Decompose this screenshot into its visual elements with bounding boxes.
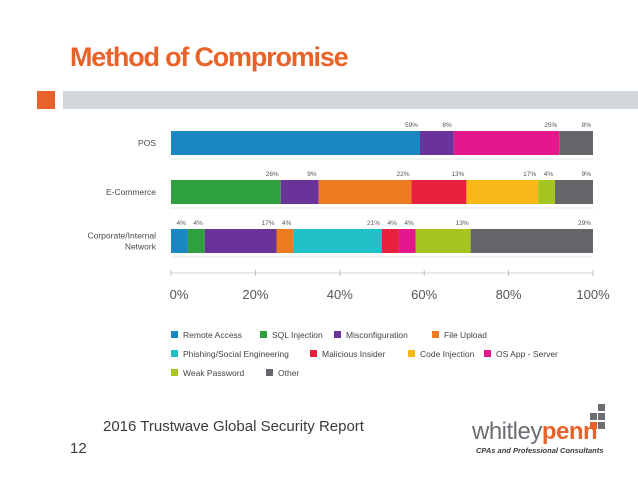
- data-label: 29%: [578, 220, 591, 227]
- logo-word-part1: whitley: [472, 418, 542, 445]
- data-label: 9%: [307, 171, 317, 178]
- bar-segment: [382, 229, 399, 253]
- data-label: 21%: [367, 220, 380, 227]
- legend-swatch: [171, 369, 178, 376]
- data-label: 4%: [544, 171, 554, 178]
- bar-segment: [419, 131, 454, 155]
- bar-segment: [204, 229, 277, 253]
- logo-word-part2: penn: [541, 418, 598, 445]
- bar-segment: [187, 229, 205, 253]
- bar-segment: [318, 180, 412, 204]
- legend-swatch: [334, 331, 341, 338]
- data-label: 4%: [404, 220, 414, 227]
- legend-label: Remote Access: [183, 330, 242, 340]
- legend-label: OS App - Server: [496, 349, 558, 359]
- bar-segment: [470, 229, 593, 253]
- bar-segment: [466, 180, 539, 204]
- x-tick-label: 40%: [327, 287, 353, 302]
- slide-title: Method of Compromise: [70, 42, 349, 72]
- legend-swatch: [408, 350, 415, 357]
- bar-segment: [555, 180, 593, 204]
- company-logo: whitleypenn CPAs and Professional Consul…: [472, 404, 632, 460]
- data-label: 17%: [523, 171, 536, 178]
- bar-segment: [280, 180, 319, 204]
- bar-segment: [171, 180, 281, 204]
- category-label: E-Commerce: [106, 187, 156, 197]
- bar-segment: [276, 229, 294, 253]
- bar-segment: [398, 229, 416, 253]
- legend-swatch: [171, 331, 178, 338]
- category-label: POS: [138, 138, 156, 148]
- data-label: 9%: [582, 171, 592, 178]
- legend-label: Malicious Insider: [322, 349, 385, 359]
- accent-square: [37, 91, 55, 109]
- data-label: 17%: [261, 220, 274, 227]
- data-label: 8%: [442, 122, 452, 129]
- x-tick-label: 0%: [170, 287, 189, 302]
- accent-bar: [63, 91, 638, 109]
- data-label: 4%: [387, 220, 397, 227]
- data-label: 26%: [266, 171, 279, 178]
- logo-tagline: CPAs and Professional Consultants: [476, 446, 604, 455]
- bar-segment: [453, 131, 560, 155]
- bar-segment: [171, 131, 420, 155]
- data-label: 8%: [582, 122, 592, 129]
- legend-swatch: [171, 350, 178, 357]
- data-label: 13%: [456, 220, 469, 227]
- data-label: 13%: [451, 171, 464, 178]
- logo-squares-mark: [590, 404, 605, 429]
- x-tick-label: 20%: [242, 287, 268, 302]
- data-label: 4%: [282, 220, 292, 227]
- data-label: 4%: [193, 220, 203, 227]
- data-label: 25%: [544, 122, 557, 129]
- x-tick-label: 60%: [411, 287, 437, 302]
- legend-label: Other: [278, 368, 299, 378]
- legend-label: Code Injection: [420, 349, 475, 359]
- bar-segment: [171, 229, 188, 253]
- data-label: 22%: [397, 171, 410, 178]
- legend-swatch: [266, 369, 273, 376]
- legend-swatch: [310, 350, 317, 357]
- bar-segment: [415, 229, 471, 253]
- stacked-bar-chart: POS E-Commerce Corporate/Internal Network 59…: [87, 122, 610, 378]
- legend-swatch: [484, 350, 491, 357]
- x-tick-label: 100%: [576, 287, 610, 302]
- category-label: Corporate/Internal Network: [87, 231, 156, 252]
- legend-label: Weak Password: [183, 368, 245, 378]
- x-tick-label: 80%: [496, 287, 522, 302]
- data-label: 4%: [176, 220, 186, 227]
- bar-segment: [293, 229, 382, 253]
- legend-swatch: [432, 331, 439, 338]
- legend-label: Phishing/Social Engineering: [183, 349, 289, 359]
- bar-segment: [538, 180, 556, 204]
- legend-label: Misconfiguration: [346, 330, 408, 340]
- legend-swatch: [260, 331, 267, 338]
- page-number: 12: [70, 440, 87, 457]
- bar-segment: [411, 180, 467, 204]
- legend-label: SQL Injection: [272, 330, 323, 340]
- source-citation: 2016 Trustwave Global Security Report: [103, 418, 364, 435]
- bar-segment: [559, 131, 593, 155]
- data-label: 59%: [405, 122, 418, 129]
- legend-label: File Upload: [444, 330, 487, 340]
- logo-wordmark: whitleypenn: [472, 418, 598, 446]
